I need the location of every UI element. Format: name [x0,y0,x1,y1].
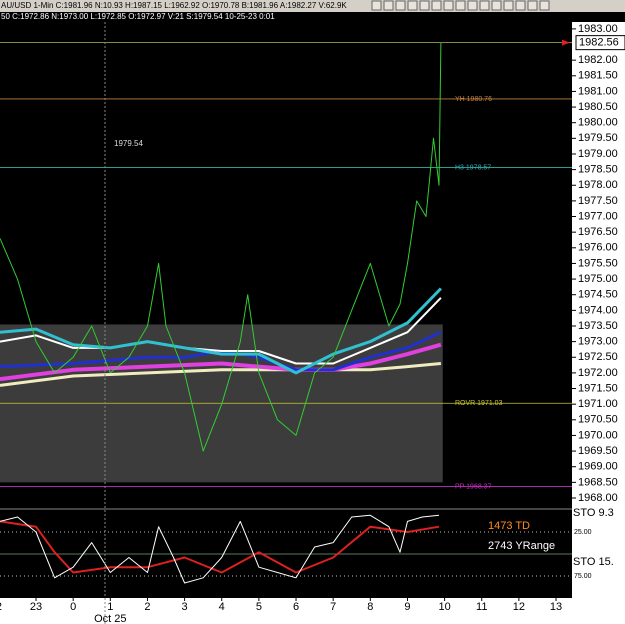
series-line [0,520,440,574]
x-tick-label: 1 [107,601,113,613]
y-tick-label: 1978.00 [578,179,618,191]
series-line [0,287,442,375]
last-price-arrow [562,39,570,46]
last-price-box [575,35,625,51]
x-tick-label: 2 [144,601,150,613]
y-tick-label: 1980.50 [578,101,618,113]
y-tick-label: 1981.50 [578,70,618,82]
y-tick-label: 25.00 [574,529,592,536]
y-tick-label: 1974.00 [578,304,618,316]
tool-icon[interactable] [539,0,550,11]
x-tick-label: 13 [550,601,562,613]
x-tick-label: 2 [0,601,2,613]
y-tick-label: 1975.00 [578,273,618,285]
y-tick-label: 1975.50 [578,257,618,269]
tool-icon[interactable] [455,0,466,11]
y-tick-label: 1970.00 [578,429,618,441]
tool-icon[interactable] [503,0,514,11]
x-tick-label: 10 [438,601,450,613]
price-note: 1979.54 [114,139,143,148]
tool-icon[interactable] [395,0,406,11]
y-tick-label: 1971.50 [578,382,618,394]
x-tick-label: 23 [30,601,42,613]
y-tick-label: 1981.00 [578,85,618,97]
x-tick-label: 6 [293,601,299,613]
x-tick-label: 3 [182,601,188,613]
x-tick-label: 11 [476,601,487,613]
y-tick-label: 1979.00 [578,148,618,160]
x-tick-label: 12 [513,601,525,613]
y-tick-label: 1973.00 [578,336,618,348]
toolbar-icons[interactable] [371,0,550,11]
y-tick-label: 1974.50 [578,289,618,301]
panel-label: STO 9.3 [573,507,614,519]
y-tick-label: 75.00 [574,573,592,580]
y-tick-label: 1977.00 [578,210,618,222]
y-tick-label: 1970.50 [578,414,618,426]
reference-label: H3 1978.57 [455,164,491,171]
series-line [0,514,440,584]
tool-icon[interactable] [407,0,418,11]
reference-label: PP 1968.37 [455,483,492,490]
tool-icon[interactable] [443,0,454,11]
tool-icon[interactable] [419,0,430,11]
y-tick-label: 1969.00 [578,461,618,473]
tool-icon[interactable] [515,0,526,11]
x-tick-label: 4 [219,601,225,613]
y-tick-label: 1972.00 [578,367,618,379]
last-price-label: 1982.56 [579,37,619,49]
x-tick-label: 7 [330,601,336,613]
tool-icon[interactable] [431,0,442,11]
y-tick-label: 1982.00 [578,54,618,66]
x-tick-label: 9 [404,601,410,613]
y-tick-label: 1983.00 [578,23,618,35]
y-axis-panel [572,22,625,624]
y-tick-label: 1978.50 [578,164,618,176]
x-axis-panel [0,598,572,624]
y-tick-label: 1977.50 [578,195,618,207]
panel-text: 2743 YRange [488,540,555,552]
y-tick-label: 1968.00 [578,492,618,504]
x-date-label: Oct 25 [94,613,126,624]
tool-icon[interactable] [527,0,538,11]
bar-info: 50 C:1972.86 N:1973.00 L:1972.85 O:1972.… [1,12,275,21]
tool-icon[interactable] [383,0,394,11]
tool-icon[interactable] [467,0,478,11]
reference-label: ROVR 1971.03 [455,400,503,407]
y-tick-label: 1972.50 [578,351,618,363]
y-tick-label: 1979.50 [578,132,618,144]
y-tick-label: 1973.50 [578,320,618,332]
tool-icon[interactable] [479,0,490,11]
y-tick-label: 1976.00 [578,242,618,254]
y-tick-label: 1969.50 [578,445,618,457]
x-tick-label: 5 [256,601,262,613]
tool-icon[interactable] [371,0,382,11]
y-tick-label: 1971.00 [578,398,618,410]
series-line [0,297,442,365]
reference-label: YH 1980.76 [455,96,492,103]
panel-label: STO 15. [573,556,614,568]
toolbar-info: AU/USD 1-Min C:1981.96 N:10.93 H:1987.15… [1,1,347,10]
plot-area: YH 1980.76 H3 1978.57 ROVR 1971.03 PP 1968.… [0,42,572,584]
panel-text: 1473 TD [488,520,530,532]
tool-icon[interactable] [491,0,502,11]
x-tick-label: 0 [70,601,76,613]
y-tick-label: 1976.50 [578,226,618,238]
series-line [0,42,442,452]
y-tick-label: 1980.00 [578,117,618,129]
x-tick-label: 8 [367,601,373,613]
y-tick-label: 1968.50 [578,476,618,488]
